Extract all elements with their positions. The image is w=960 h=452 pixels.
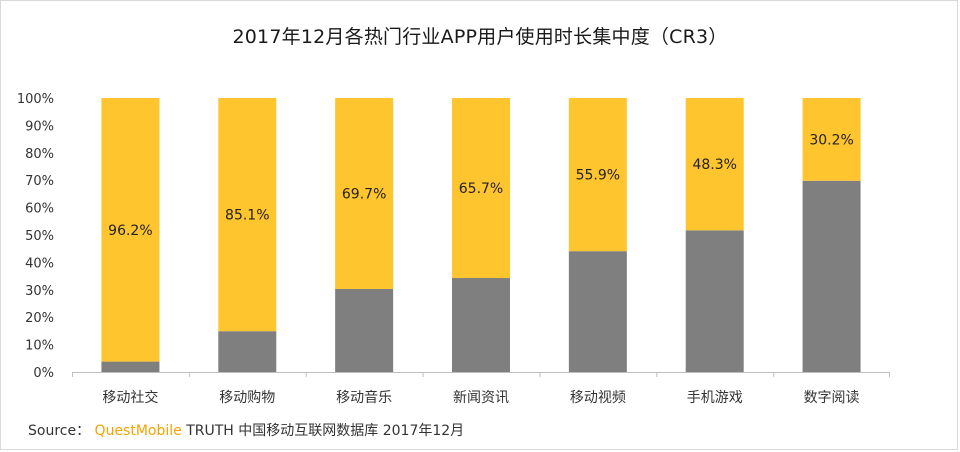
y-tick-label: 50% — [25, 229, 54, 244]
bar-segment-top — [218, 98, 277, 332]
bar-segment-top — [101, 98, 160, 362]
x-category-label: 移动社交 — [102, 389, 158, 406]
bar-segment-top — [568, 98, 627, 252]
x-category-label: 新闻资讯 — [453, 390, 509, 406]
y-tick-label: 30% — [25, 284, 54, 299]
y-tick-label: 20% — [25, 311, 54, 326]
bar-segment-bottom — [685, 230, 744, 372]
bar-segment-top — [335, 98, 394, 289]
data-label: 48.3% — [692, 157, 736, 173]
x-category-label: 数字阅读 — [804, 389, 860, 406]
y-axis: 0% 10% 20% 30% 40% 50% 60% 70% 80% 90% 100% — [17, 92, 54, 381]
data-labels: 96.2% 85.1% 69.7% 65.7% 55.9% 48.3% 30.2% — [108, 132, 854, 238]
bar-segment-top — [452, 98, 510, 279]
source-prefix: Source： — [28, 423, 91, 439]
y-tick-label: 100% — [17, 92, 54, 107]
data-label: 69.7% — [342, 186, 386, 202]
x-category-label: 手机游戏 — [687, 390, 743, 406]
data-label: 30.2% — [809, 132, 853, 148]
y-tick-label: 80% — [25, 147, 54, 162]
bar-segment-bottom — [335, 288, 394, 372]
y-tick-label: 10% — [25, 339, 54, 354]
x-category-label: 移动购物 — [219, 390, 275, 406]
x-category-label: 移动音乐 — [336, 389, 392, 406]
source-note: Source： QuestMobile TRUTH 中国移动互联网数据库 201… — [28, 420, 464, 440]
source-suffix: TRUTH 中国移动互联网数据库 2017年12月 — [186, 423, 465, 439]
data-label: 85.1% — [225, 208, 269, 224]
bar-segment-top — [802, 98, 861, 181]
data-label: 96.2% — [108, 223, 152, 239]
x-axis: 移动社交 移动购物 移动音乐 新闻资讯 移动视频 手机游戏 数字阅读 — [72, 372, 890, 406]
y-tick-label: 0% — [33, 366, 54, 381]
x-category-label: 移动视频 — [570, 390, 626, 406]
bar-segment-bottom — [452, 278, 510, 372]
source-brand: QuestMobile — [94, 423, 182, 439]
y-tick-label: 60% — [25, 202, 54, 217]
bar-segment-bottom — [218, 331, 277, 372]
bar-segment-bottom — [802, 180, 861, 372]
data-label: 65.7% — [459, 181, 503, 197]
y-tick-label: 40% — [25, 256, 54, 271]
bar-segment-top — [685, 98, 744, 231]
bar-segment-bottom — [568, 251, 627, 372]
bar-segment-bottom — [101, 361, 160, 372]
data-label: 55.9% — [576, 168, 620, 184]
bars — [101, 98, 861, 372]
y-tick-label: 70% — [25, 174, 54, 189]
y-tick-label: 90% — [25, 119, 54, 134]
chart-title: 2017年12月各热门行业APP用户使用时长集中度（CR3） — [232, 26, 728, 48]
